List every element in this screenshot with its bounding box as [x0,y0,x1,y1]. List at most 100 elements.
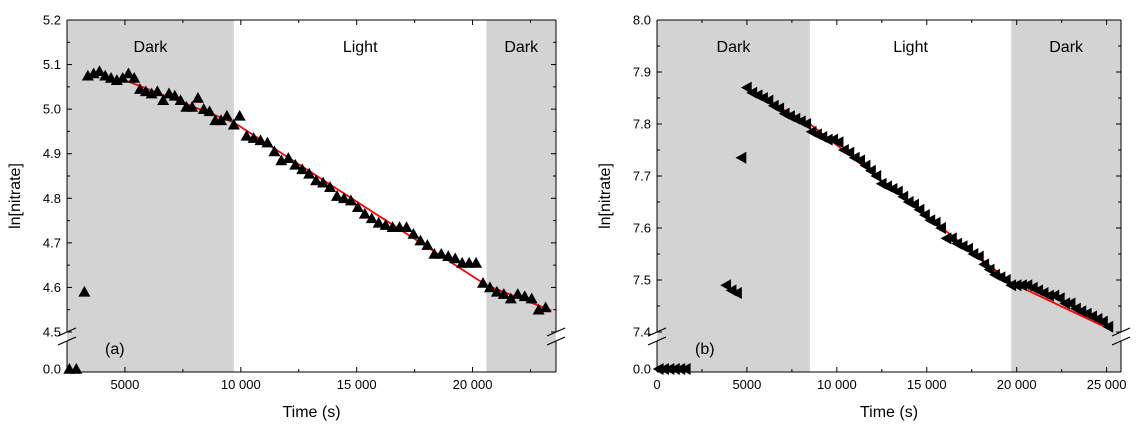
data-point [330,190,343,201]
data-point [93,65,106,77]
y-tick-label: 4.6 [43,280,61,295]
data-point [476,276,489,288]
data-point [282,152,295,163]
data-point [773,102,785,115]
data-point [539,301,552,313]
data-point [289,158,302,170]
data-point [735,151,747,164]
data-point [870,170,882,182]
data-point [122,67,135,79]
y-tick-label: 8.0 [633,13,651,28]
data-point [303,167,316,179]
data-point [116,71,129,83]
data-point [859,159,871,172]
data-point [897,190,909,203]
x-tick-label: 10 000 [221,377,261,392]
data-point [720,279,732,292]
axis-break-mark [546,336,566,346]
x-tick-label: 15 000 [337,377,377,392]
data-point [128,71,141,83]
data-point [254,134,267,146]
region-label: Light [893,39,928,56]
data-point [978,258,990,271]
data-point [865,164,876,177]
y-tick-label: 5.2 [43,13,61,28]
axis-break-mark [647,336,667,346]
data-point [157,94,170,106]
y-tick-label: 5.1 [43,57,61,72]
data-point [344,194,357,206]
region-label: Dark [717,39,752,56]
data-point [945,232,957,245]
data-point [407,227,420,239]
data-point [449,252,462,264]
data-point [310,174,323,186]
data-point [227,118,240,130]
axis-break-mark [1111,336,1131,346]
y-axis-label: ln[nitrate] [7,163,24,229]
region-shade [486,20,556,372]
data-point [191,92,204,103]
chart-panel-b: Dark Light Dark 7.4 7.5 7.6 7.7 7.8 7.9 8.0 0.00 50… [597,13,1131,421]
data-point [999,274,1011,286]
y-axis-label: ln[nitrate] [597,163,614,229]
data-point [268,145,281,157]
data-point [1102,320,1114,333]
x-tick-label: 5000 [110,377,139,392]
region-label: Light [343,39,378,56]
data-point [929,216,941,229]
data-point [1053,292,1065,305]
data-point [442,250,455,262]
data-point [365,212,378,224]
data-point [908,198,919,211]
data-point [800,118,812,130]
data-point [78,285,91,297]
y-tick-label: 4.9 [43,146,61,161]
x-tick-label: 20 000 [453,377,493,392]
data-point [518,290,531,302]
data-point [962,242,973,255]
chart-panel-a: Dark Light Dark 4.5 4.6 4.7 4.8 4.9 5.0 5.1 5.2 0.0… [7,13,566,421]
data-point [913,203,925,216]
data-point [731,287,742,299]
x-tick-label: 10 000 [817,377,857,392]
data-point [240,129,253,141]
data-point [854,154,866,167]
data-point [203,105,216,117]
data-point [337,192,350,204]
data-point [174,94,187,106]
data-point [483,281,496,293]
data-point [168,89,181,101]
y-tick-label: 4.7 [43,235,61,250]
data-point [1097,315,1108,328]
data-point [470,256,483,268]
x-tick-label: 5000 [732,377,761,392]
data-point [70,363,83,374]
data-point [414,234,427,246]
data-point [504,292,517,304]
region-shade [657,20,810,372]
y-tick-label: 7.8 [633,117,651,132]
data-point [972,250,984,263]
y-tick-label: 7.4 [633,325,651,340]
region-label: Dark [1049,39,1084,56]
y-tick-label: 0.0 [43,362,61,377]
region-label: Dark [134,39,169,56]
y-tick-label: 7.7 [633,169,651,184]
data-point [400,221,413,233]
y-tick-label: 4.5 [43,325,61,340]
data-point [1064,297,1076,310]
data-point [151,85,164,97]
data-point [296,163,309,175]
y-tick-label: 7.6 [633,221,651,236]
data-point [983,263,995,276]
panel-label: (a) [105,341,125,358]
data-point [324,181,337,192]
data-point [740,81,752,94]
data-point [511,288,524,299]
data-point [762,94,774,107]
y-tick-label: 5.0 [43,102,61,117]
region-shade [1011,20,1121,372]
axis-break-mark [57,336,77,346]
